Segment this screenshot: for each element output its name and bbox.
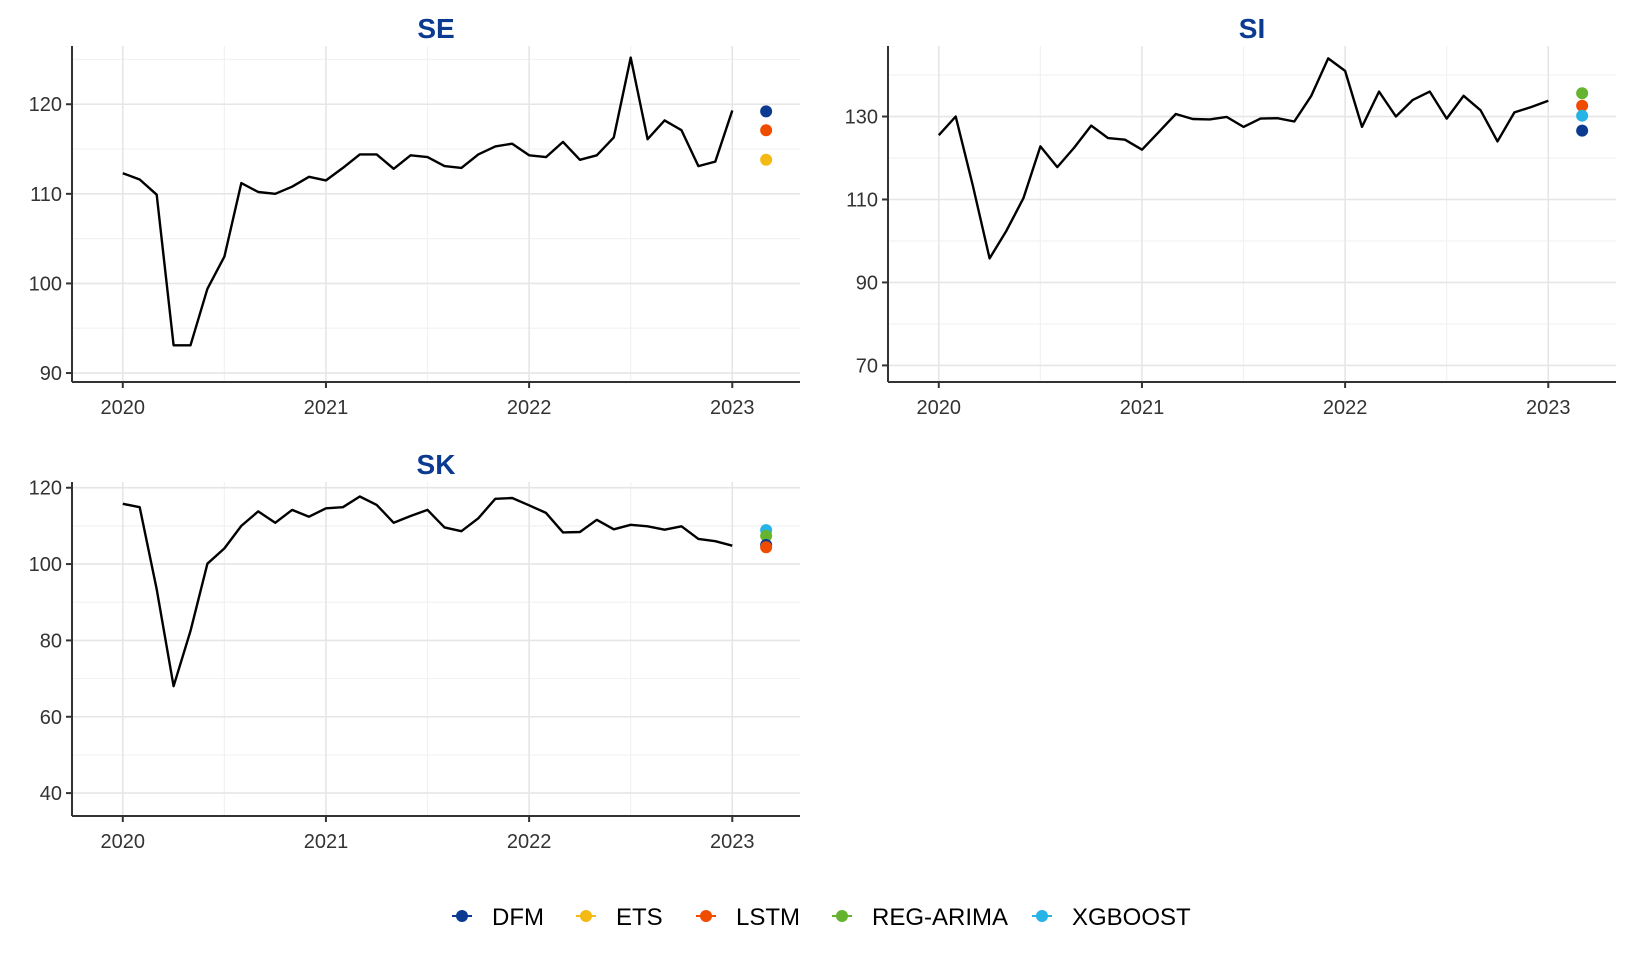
series-line bbox=[122, 495, 733, 688]
forecast-point-reg-arima bbox=[1576, 87, 1589, 100]
x-tick-label: 2021 bbox=[304, 831, 349, 853]
legend-key-dot bbox=[456, 910, 468, 922]
panel-title: SK bbox=[417, 449, 456, 480]
legend: DFM ETS LSTM REG-ARIMA XGBOOST bbox=[452, 904, 1191, 931]
y-tick-label: 120 bbox=[29, 94, 62, 116]
legend-key-dot bbox=[1036, 910, 1048, 922]
y-tick-label: 40 bbox=[40, 783, 62, 805]
panel-si: 70 90 110 130 2020 2021 2022 2023 SI bbox=[845, 13, 1616, 419]
x-tick-label: 2022 bbox=[507, 831, 552, 853]
forecast-point-lstm bbox=[760, 541, 773, 554]
y-tick-label: 110 bbox=[30, 184, 62, 206]
x-tick-label: 2023 bbox=[1526, 397, 1571, 419]
x-tick-label: 2023 bbox=[710, 831, 755, 853]
forecast-point-xgboost bbox=[1576, 109, 1589, 122]
x-tick-label: 2021 bbox=[304, 397, 349, 419]
panel-title: SI bbox=[1239, 13, 1265, 44]
series-line bbox=[937, 57, 1549, 260]
series-line bbox=[122, 56, 734, 347]
forecast-point-ets bbox=[760, 153, 773, 166]
panel-sk: 40 60 80 100 120 2020 2021 2022 2023 SK bbox=[29, 449, 800, 853]
forecast-point-dfm bbox=[1576, 124, 1589, 137]
forecast-point-reg-arima bbox=[760, 529, 773, 542]
y-tick-label: 120 bbox=[29, 478, 62, 500]
x-tick-label: 2021 bbox=[1120, 397, 1165, 419]
forecast-point-dfm bbox=[760, 105, 773, 118]
y-tick-label: 100 bbox=[29, 273, 62, 295]
x-tick-label: 2020 bbox=[917, 397, 962, 419]
x-tick-label: 2022 bbox=[507, 397, 552, 419]
y-tick-label: 110 bbox=[846, 189, 878, 211]
y-tick-label: 70 bbox=[856, 355, 878, 377]
x-tick-label: 2020 bbox=[101, 831, 146, 853]
forecast-point-lstm bbox=[1576, 99, 1589, 112]
y-tick-label: 60 bbox=[40, 707, 62, 729]
legend-key-dot bbox=[580, 910, 592, 922]
legend-label: REG-ARIMA bbox=[872, 904, 1008, 931]
x-tick-label: 2022 bbox=[1323, 397, 1368, 419]
forecast-point-lstm bbox=[760, 124, 773, 137]
legend-label: XGBOOST bbox=[1072, 904, 1191, 931]
panel-title: SE bbox=[417, 13, 454, 44]
y-tick-label: 80 bbox=[40, 630, 62, 652]
y-tick-label: 130 bbox=[845, 107, 878, 129]
panel-se: 90 100 110 120 2020 2021 2022 2023 SE bbox=[29, 13, 800, 419]
legend-key-dot bbox=[836, 910, 848, 922]
y-tick-label: 100 bbox=[29, 554, 62, 576]
y-tick-label: 90 bbox=[856, 272, 878, 294]
x-tick-label: 2020 bbox=[101, 397, 146, 419]
y-tick-label: 90 bbox=[40, 363, 62, 385]
legend-key-dot bbox=[700, 910, 712, 922]
legend-label: LSTM bbox=[736, 904, 800, 931]
legend-label: ETS bbox=[616, 904, 663, 931]
x-tick-label: 2023 bbox=[710, 397, 755, 419]
legend-label: DFM bbox=[492, 904, 544, 931]
